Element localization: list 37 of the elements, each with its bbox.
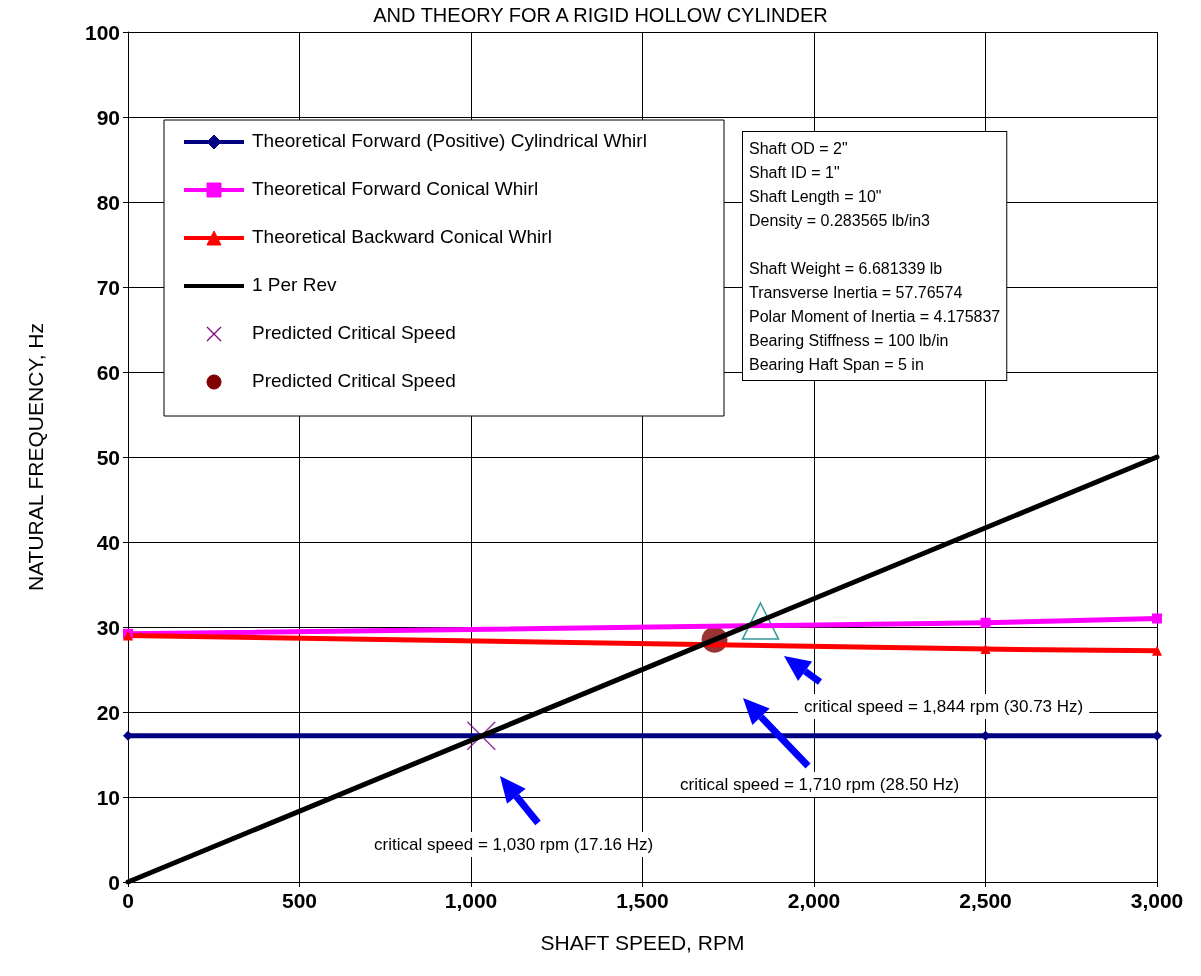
y-tick-label: 60 <box>96 360 120 384</box>
legend-label: Theoretical Forward Conical Whirl <box>252 178 539 199</box>
legend-label: Theoretical Forward (Positive) Cylindrical Whirl <box>252 130 647 151</box>
annotation: critical speed = 1,030 rpm (17.16 Hz) <box>374 835 654 854</box>
x-axis-title: SHAFT SPEED, RPM <box>540 931 745 954</box>
y-tick-label: 0 <box>108 870 120 894</box>
y-tick-label: 90 <box>96 105 120 129</box>
point <box>466 721 497 751</box>
legend-label: Theoretical Backward Conical Whirl <box>252 226 552 247</box>
annotation: critical speed = 1,844 rpm (30.73 Hz) <box>804 697 1084 716</box>
y-tick-label: 100 <box>84 20 120 44</box>
x-tick-label: 500 <box>281 889 318 912</box>
x-tick-label: 2,000 <box>787 889 841 912</box>
y-tick-label: 30 <box>96 615 120 639</box>
point <box>980 617 991 628</box>
x-tick-label: 0 <box>122 889 134 912</box>
point <box>1152 613 1162 624</box>
y-tick-label: 80 <box>96 190 120 214</box>
x-tick-label: 1,500 <box>616 889 669 912</box>
x-tick-label: 3,000 <box>1130 889 1184 912</box>
chart-title: AND THEORY FOR A RIGID HOLLOW CYLINDER <box>373 4 828 26</box>
y-tick-label: 50 <box>96 445 120 469</box>
point <box>1152 645 1162 656</box>
legend-label: Predicted Critical Speed <box>252 370 456 391</box>
legend-label: Predicted Critical Speed <box>252 322 456 343</box>
y-tick-label: 40 <box>96 530 120 554</box>
y-axis-title: NATURAL FREQUENCY, Hz <box>24 323 47 591</box>
legend-label: 1 Per Rev <box>252 274 337 295</box>
point <box>980 644 991 655</box>
y-tick-label: 10 <box>96 785 120 809</box>
annotation: critical speed = 1,710 rpm (28.50 Hz) <box>680 775 960 794</box>
y-tick-label: 20 <box>96 700 120 724</box>
y-tick-label: 70 <box>96 275 120 299</box>
text: Shaft OD = 2" Shaft ID = 1" Shaft Length = 10" Density = 0.283565 lb/in3 Shaft Weight = 6.681339 lb Transverse Inertia = 57.76574 Polar Moment of Inertia = 4.175837 Bearing Stiffness = 100 lb/in Bearing Haft Span = 5 in <box>749 139 1001 373</box>
point <box>741 602 780 640</box>
x-tick-label: 1,000 <box>444 889 498 912</box>
x-tick-label: 2,500 <box>959 889 1012 912</box>
